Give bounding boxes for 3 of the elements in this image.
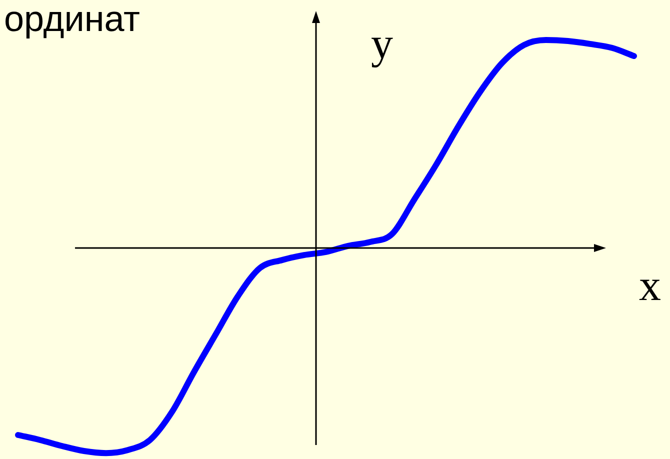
y-axis-title: y [371,19,393,68]
x-axis-title: x [639,261,661,310]
chart-title: ординат [4,0,140,40]
